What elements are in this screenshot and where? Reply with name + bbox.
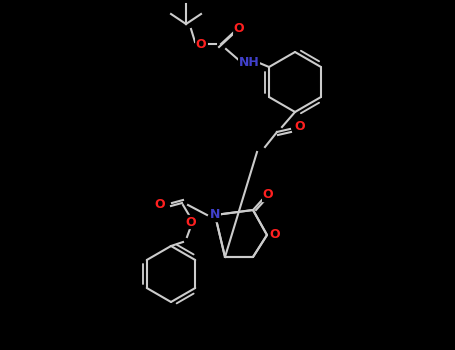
Text: O: O — [270, 229, 280, 241]
Text: O: O — [270, 229, 280, 241]
Text: O: O — [186, 216, 196, 229]
Text: O: O — [263, 189, 273, 202]
Text: O: O — [295, 120, 305, 133]
Text: N: N — [210, 209, 220, 222]
Text: N: N — [210, 209, 220, 222]
Text: NH: NH — [238, 56, 259, 69]
Text: O: O — [263, 189, 273, 202]
Text: O: O — [155, 198, 165, 211]
Text: O: O — [196, 37, 206, 50]
Text: O: O — [234, 22, 244, 35]
